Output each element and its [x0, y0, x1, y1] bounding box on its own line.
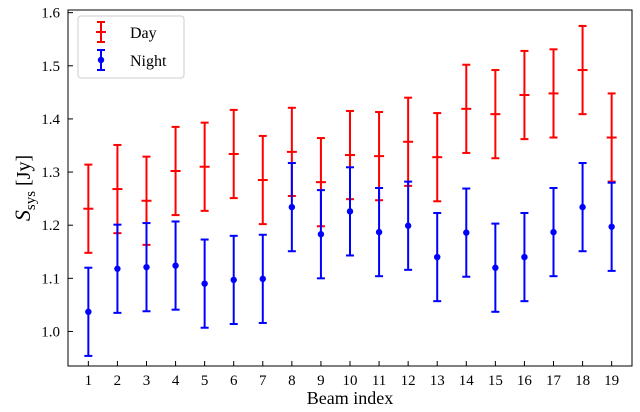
night-point	[492, 264, 499, 271]
y-tick-label: 1.1	[41, 271, 60, 287]
legend-marker-night	[97, 49, 105, 71]
y-axis: 1.0 1.1 1.2 1.3 1.4 1.5 1.6	[41, 6, 73, 340]
series-day	[83, 24, 617, 254]
legend: Day Night	[77, 15, 185, 79]
series-night	[84, 162, 616, 357]
night-point	[114, 265, 121, 272]
x-tick-label: 6	[230, 373, 238, 389]
x-tick-label: 3	[143, 373, 151, 389]
night-point	[143, 263, 150, 271]
x-tick-label: 11	[372, 373, 386, 389]
x-tick-label: 16	[517, 373, 533, 389]
legend-marker-day	[96, 21, 106, 43]
night-point	[375, 228, 383, 236]
x-axis: 1 2 3 4 5 6 7 8 9 10 11 12 13 14 15 16 17 18 19	[85, 361, 619, 389]
night-point	[550, 228, 557, 236]
x-tick-label: 12	[401, 373, 416, 389]
y-tick-label: 1.0	[41, 324, 60, 340]
y-tick-label: 1.2	[41, 218, 60, 234]
x-tick-label: 15	[488, 373, 503, 389]
legend-label-day: Day	[130, 25, 157, 42]
y-axis-label: Ssys [Jy]	[10, 155, 39, 221]
legend-label-night: Night	[130, 53, 167, 70]
x-tick-label: 17	[546, 373, 562, 389]
night-point	[608, 223, 615, 230]
x-tick-label: 4	[172, 373, 180, 389]
data-marks	[83, 24, 617, 357]
night-point	[521, 253, 528, 261]
x-tick-label: 14	[459, 373, 475, 389]
night-point	[259, 275, 266, 283]
x-tick-label: 5	[201, 373, 209, 389]
y-axis-label-subscript: sys	[23, 191, 39, 210]
y-axis-label-unit: [Jy]	[13, 155, 35, 186]
x-tick-label: 10	[343, 373, 358, 389]
night-point	[230, 276, 237, 284]
y-tick-label: 1.4	[41, 112, 60, 128]
x-tick-label: 8	[288, 373, 296, 389]
y-tick-label: 1.5	[41, 59, 60, 75]
night-point	[85, 308, 92, 316]
y-tick-label: 1.6	[41, 6, 60, 22]
night-point	[434, 253, 441, 261]
night-point	[317, 231, 325, 238]
x-axis-label: Beam index	[307, 388, 393, 408]
x-tick-label: 9	[317, 373, 325, 389]
night-point	[346, 208, 354, 215]
night-point	[201, 280, 208, 287]
night-point	[579, 203, 586, 211]
x-tick-label: 19	[604, 373, 619, 389]
night-point	[288, 203, 296, 211]
x-tick-label: 18	[575, 373, 590, 389]
night-point	[404, 222, 412, 229]
x-tick-label: 7	[259, 373, 267, 389]
night-point	[172, 262, 179, 269]
x-tick-label: 2	[114, 373, 122, 389]
y-axis-label-symbol: S	[10, 210, 35, 221]
night-point	[463, 229, 470, 236]
x-tick-label: 1	[85, 373, 93, 389]
y-tick-label: 1.3	[41, 165, 60, 181]
x-tick-label: 13	[430, 373, 445, 389]
